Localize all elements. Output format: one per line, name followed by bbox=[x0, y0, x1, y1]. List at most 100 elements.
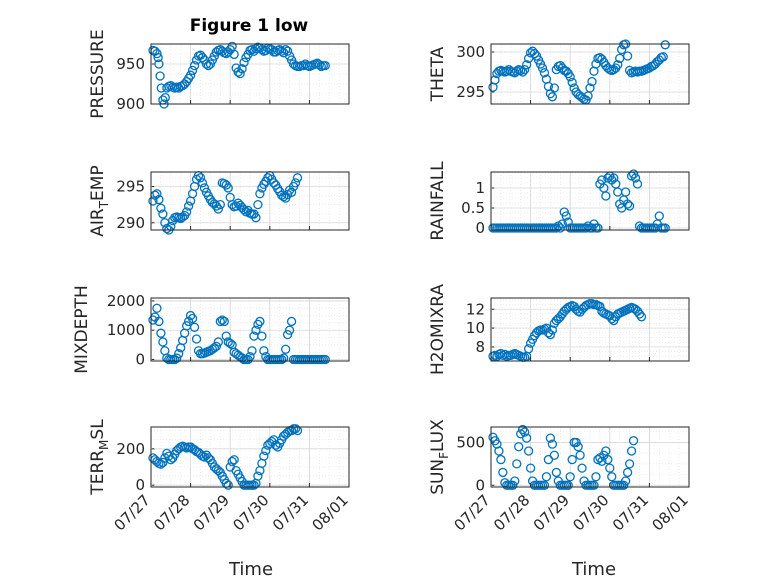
data-point bbox=[605, 463, 615, 473]
data-point bbox=[523, 446, 534, 456]
x-tick-label: 08/01 bbox=[649, 491, 692, 534]
data-point bbox=[581, 223, 591, 233]
x-tick-label: 07/30 bbox=[229, 491, 272, 534]
y-tick-label: 8 bbox=[475, 338, 485, 356]
data-point bbox=[601, 446, 611, 456]
data-point bbox=[624, 459, 635, 469]
data-point bbox=[223, 480, 233, 490]
x-tick-label: 07/27 bbox=[451, 491, 494, 534]
data-point bbox=[557, 219, 567, 229]
data-point bbox=[158, 457, 168, 468]
data-point bbox=[622, 51, 633, 61]
axes-frame bbox=[490, 43, 690, 105]
data-point bbox=[221, 331, 231, 341]
data-point bbox=[658, 52, 668, 62]
data-point bbox=[609, 173, 619, 183]
data-point bbox=[213, 204, 223, 214]
data-point bbox=[279, 353, 289, 363]
data-point bbox=[601, 191, 611, 201]
data-point bbox=[282, 46, 293, 56]
data-point bbox=[547, 325, 558, 335]
axes-frame bbox=[490, 297, 690, 362]
data-point bbox=[622, 199, 633, 209]
data-point bbox=[320, 60, 330, 71]
y-tick-label: 290 bbox=[116, 214, 145, 232]
y-tick-label: 10 bbox=[466, 319, 485, 337]
data-point bbox=[211, 341, 221, 351]
data-point bbox=[565, 72, 575, 82]
data-point bbox=[512, 459, 522, 469]
x-tick-label: 07/27 bbox=[111, 491, 154, 534]
y-tick-label: 0.5 bbox=[461, 199, 485, 217]
data-point bbox=[549, 83, 560, 93]
data-point bbox=[585, 83, 595, 93]
data-point bbox=[158, 337, 168, 347]
data-point bbox=[282, 329, 293, 340]
y-tick-label: 2000 bbox=[107, 292, 145, 310]
axes-frame bbox=[490, 171, 690, 231]
data-point bbox=[217, 315, 227, 325]
data-point bbox=[597, 456, 607, 466]
data-point bbox=[255, 189, 265, 199]
data-point bbox=[518, 424, 528, 435]
y-axis-label: MIXDEPTH bbox=[72, 285, 92, 374]
data-point bbox=[632, 179, 643, 189]
data-point bbox=[561, 211, 571, 221]
data-point bbox=[215, 199, 225, 210]
y-tick-label: 1000 bbox=[107, 321, 145, 339]
data-point bbox=[237, 64, 247, 74]
data-point bbox=[255, 316, 265, 327]
data-point bbox=[148, 196, 158, 206]
data-point bbox=[496, 454, 506, 465]
x-tick-label: 07/31 bbox=[609, 491, 652, 534]
data-point bbox=[235, 68, 245, 79]
y-axis-label: PRESSURE bbox=[88, 29, 108, 118]
data-point bbox=[634, 309, 645, 319]
data-point bbox=[549, 450, 560, 460]
y-tick-label: 0 bbox=[135, 476, 145, 494]
data-point bbox=[628, 436, 639, 446]
data-point bbox=[543, 454, 554, 465]
data-point bbox=[156, 203, 166, 213]
data-point bbox=[593, 223, 603, 233]
data-point bbox=[613, 60, 623, 70]
data-point bbox=[229, 49, 239, 60]
y-tick-label: 0 bbox=[475, 476, 485, 494]
x-tick-label: 07/31 bbox=[269, 491, 312, 534]
data-point bbox=[537, 63, 548, 73]
data-point bbox=[539, 480, 550, 490]
y-axis-label: AIRTEMP bbox=[88, 165, 111, 236]
axes-frame bbox=[150, 171, 350, 231]
y-axis-label: H2OMIXRA bbox=[428, 284, 448, 375]
data-point bbox=[280, 344, 291, 354]
data-point bbox=[172, 353, 182, 363]
data-point bbox=[516, 65, 526, 76]
data-point bbox=[595, 301, 605, 312]
data-point bbox=[520, 64, 530, 75]
data-point bbox=[571, 437, 581, 448]
y-tick-label: 950 bbox=[116, 55, 145, 73]
data-point bbox=[152, 48, 162, 59]
data-point bbox=[573, 442, 583, 452]
data-point bbox=[622, 467, 633, 478]
data-point bbox=[587, 76, 597, 87]
data-point bbox=[575, 450, 585, 460]
data-point bbox=[187, 65, 198, 76]
y-tick-label: 500 bbox=[456, 433, 485, 451]
data-point bbox=[494, 446, 504, 456]
data-point bbox=[563, 480, 573, 490]
x-tick-label: 07/28 bbox=[490, 491, 533, 534]
data-point bbox=[284, 325, 295, 335]
axes-frame bbox=[150, 426, 350, 488]
data-point bbox=[195, 173, 206, 183]
data-point bbox=[539, 68, 550, 78]
data-point bbox=[261, 445, 271, 456]
axes-frame bbox=[490, 426, 690, 488]
x-tick-label: 08/01 bbox=[309, 491, 352, 534]
data-point bbox=[191, 334, 202, 344]
data-point bbox=[153, 52, 163, 63]
data-point bbox=[320, 354, 330, 365]
data-point bbox=[199, 183, 210, 193]
subplot-mixdepth: 0 1000 2000 MIXDEPTH bbox=[72, 285, 350, 374]
data-point bbox=[213, 337, 223, 347]
